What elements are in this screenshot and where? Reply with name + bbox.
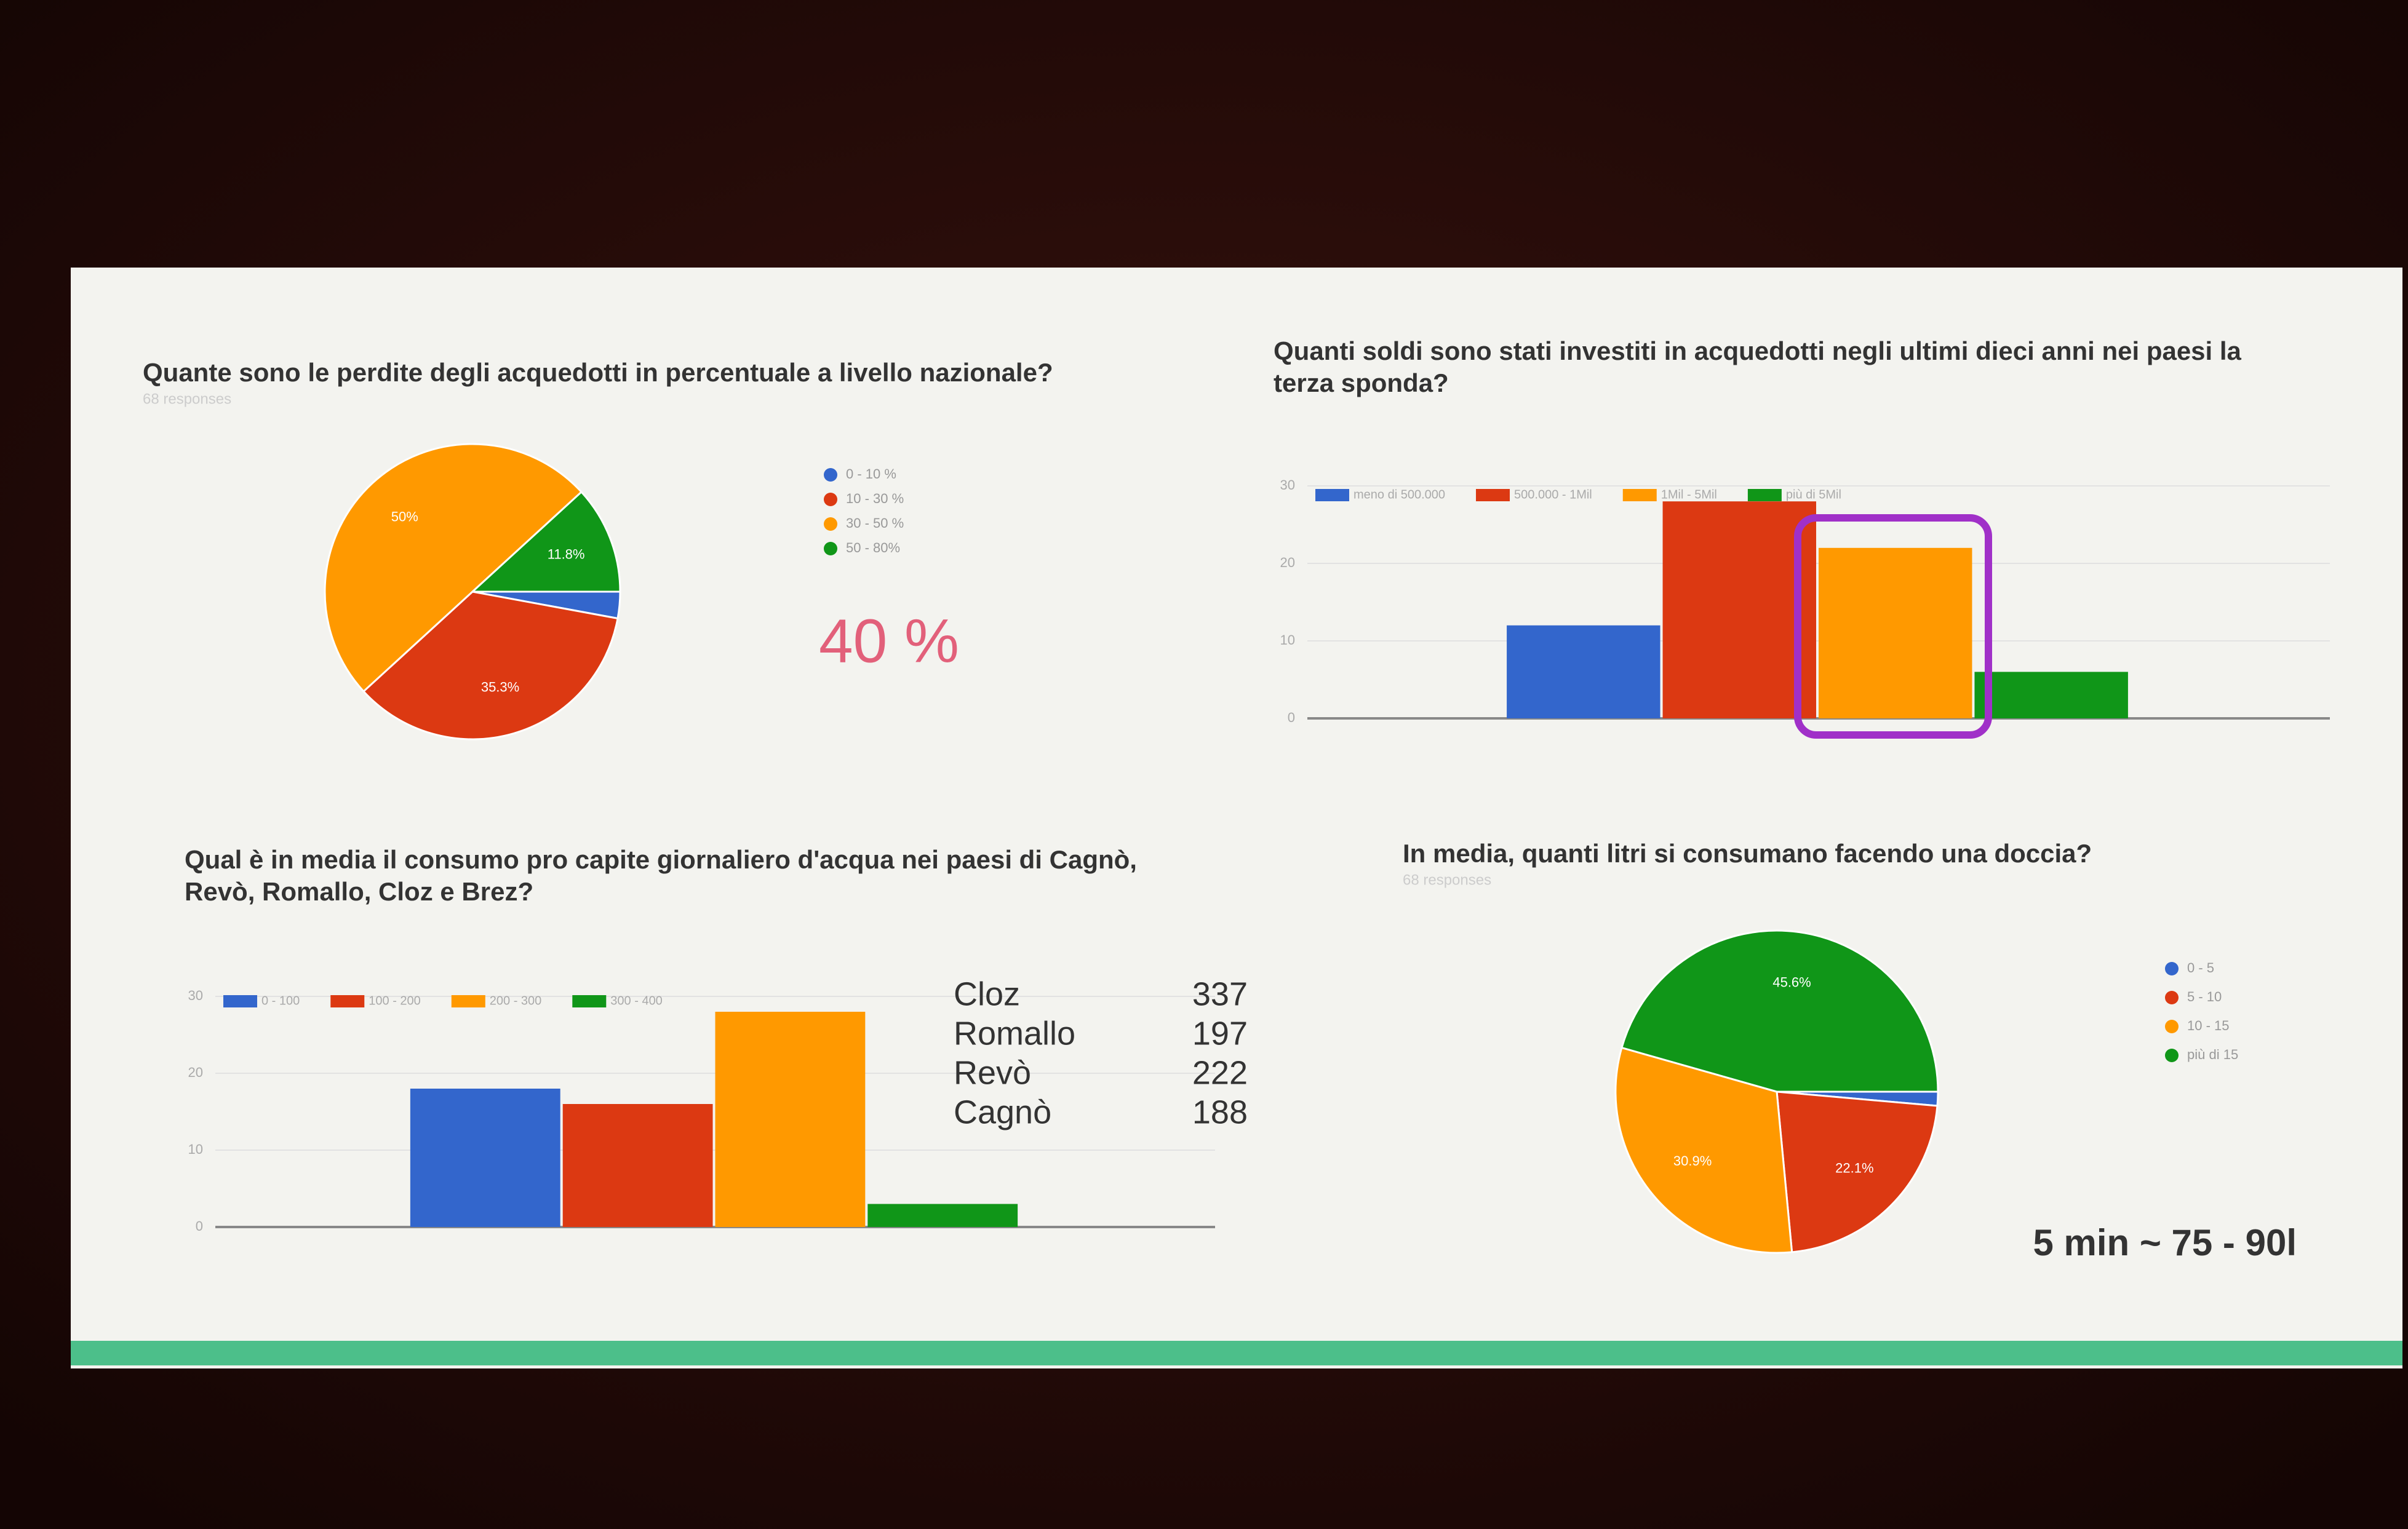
legend-label: 30 - 50 % [846, 515, 904, 531]
y-tick-label: 10 [1280, 632, 1295, 648]
annotation: 40 % [819, 606, 959, 675]
bar [1819, 547, 1972, 718]
chart-title: Quante sono le perdite degli acquedotti … [143, 358, 1053, 387]
bar [1507, 625, 1660, 718]
y-tick-label: 10 [188, 1142, 203, 1157]
legend-swatch [1476, 489, 1510, 501]
legend-marker [824, 468, 837, 482]
town-value: 222 [1192, 1054, 1248, 1091]
legend-label: 500.000 - 1Mil [1514, 488, 1592, 501]
pie-slice [1776, 1090, 1939, 1253]
legend-label: 0 - 100 [261, 994, 300, 1007]
legend-swatch [572, 995, 607, 1007]
town-name: Revò [954, 1054, 1031, 1091]
legend-label: 50 - 80% [846, 540, 900, 555]
y-tick-label: 30 [188, 988, 203, 1003]
y-tick-label: 0 [196, 1218, 203, 1234]
legend-swatch [223, 995, 257, 1007]
legend-marker [2165, 962, 2179, 975]
legend-swatch [451, 995, 485, 1007]
bar [1662, 501, 1816, 718]
legend-label: 1Mil - 5Mil [1661, 488, 1717, 501]
pie-slice [470, 490, 621, 593]
pie-slice [362, 590, 619, 741]
town-value: 337 [1192, 975, 1248, 1012]
chart-title: Qual è in media il consumo pro capite gi… [185, 845, 1137, 906]
chart-title: In media, quanti litri si consumano face… [1403, 839, 2092, 868]
legend-marker [824, 517, 837, 531]
legend-label: 5 - 10 [2187, 989, 2222, 1004]
legend-label: 300 - 400 [610, 994, 663, 1007]
legend-marker [2165, 1049, 2179, 1062]
bar [715, 1012, 866, 1227]
slice-label: 11.8% [548, 547, 585, 562]
bar [867, 1204, 1018, 1227]
legend-label: 10 - 15 [2187, 1018, 2230, 1033]
y-tick-label: 20 [188, 1065, 203, 1080]
bar [1974, 672, 2128, 718]
town-name: Cloz [954, 975, 1020, 1012]
town-name: Romallo [954, 1015, 1075, 1052]
legend-label: 10 - 30 % [846, 491, 904, 506]
highlight-box [1794, 514, 1992, 739]
chart-title: Quanti soldi sono stati investiti in acq… [1274, 336, 2241, 397]
legend-label: 200 - 300 [490, 994, 542, 1007]
legend-marker [824, 542, 837, 555]
slide-footer-bar [71, 1341, 2402, 1365]
legend-label: più di 15 [2187, 1047, 2238, 1062]
y-tick-label: 30 [1280, 477, 1295, 493]
bar [410, 1089, 560, 1227]
town-name: Cagnò [954, 1094, 1051, 1130]
slice-label: 22.1% [1835, 1160, 1873, 1175]
legend-label: meno di 500.000 [1354, 488, 1445, 501]
town-value: 197 [1192, 1015, 1248, 1052]
legend-label: 0 - 5 [2187, 960, 2214, 975]
annotation: 5 min ~ 75 - 90l [2033, 1222, 2297, 1263]
pie-slice [324, 443, 583, 693]
legend-swatch [1622, 489, 1657, 501]
subtitle: 68 responses [1403, 872, 1491, 888]
subtitle: 68 responses [143, 391, 231, 407]
slice-label: 50% [391, 509, 418, 524]
legend-marker [2165, 1020, 2179, 1033]
bar [562, 1104, 713, 1227]
legend-swatch [1315, 489, 1349, 501]
legend-label: 0 - 10 % [846, 466, 896, 482]
legend-label: 100 - 200 [369, 994, 421, 1007]
legend-swatch [1747, 489, 1782, 501]
town-value: 188 [1192, 1094, 1248, 1130]
y-tick-label: 0 [1288, 710, 1295, 725]
legend-marker [2165, 991, 2179, 1004]
legend-swatch [330, 995, 365, 1007]
legend-label: più di 5Mil [1786, 488, 1841, 501]
pie-slice [1621, 929, 1939, 1093]
slice-label: 35.3% [481, 680, 519, 695]
pie-slice [1614, 1046, 1793, 1254]
slice-label: 30.9% [1673, 1153, 1712, 1169]
slice-label: 45.6% [1772, 974, 1811, 990]
legend-marker [824, 493, 837, 506]
y-tick-label: 20 [1280, 555, 1295, 570]
